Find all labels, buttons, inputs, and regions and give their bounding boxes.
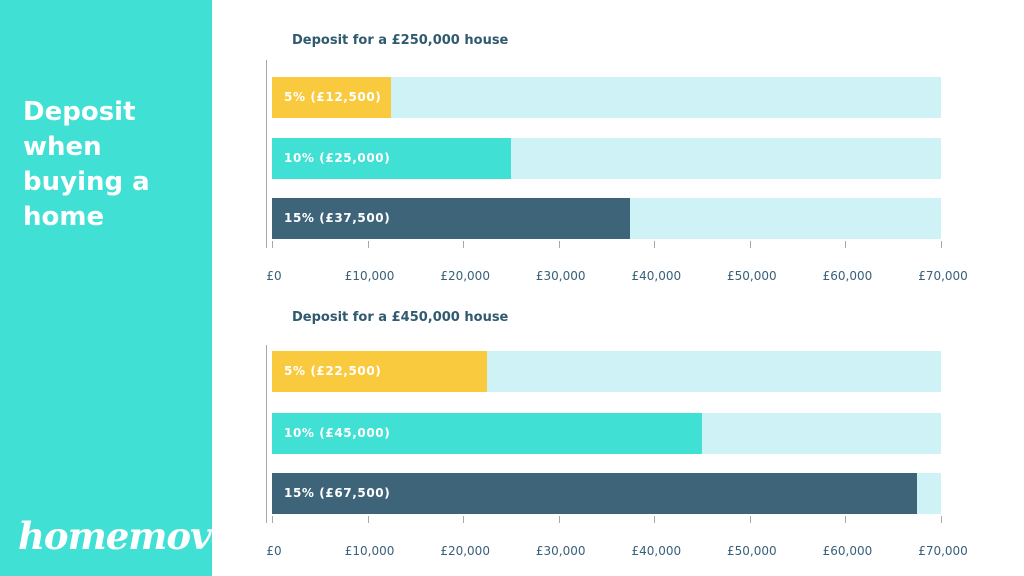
x-tick: [654, 516, 656, 523]
x-tick-label: £70,000: [918, 544, 968, 558]
x-tick-label: £0: [266, 269, 282, 283]
bar-label: 15% (£37,500): [284, 211, 391, 225]
x-tick: [845, 516, 847, 523]
page-title: Deposit when buying a home: [23, 95, 203, 235]
bar-label: 10% (£45,000): [284, 426, 391, 440]
sidebar: Deposit when buying a home homemove: [0, 0, 234, 576]
title-line-4: home: [23, 202, 105, 232]
bar: [272, 138, 511, 179]
bar-label: 5% (£12,500): [284, 90, 382, 104]
x-tick: [272, 516, 273, 523]
x-tick: [749, 241, 751, 248]
bar: [272, 413, 703, 454]
bar: [272, 473, 918, 514]
bar-label: 15% (£67,500): [284, 486, 391, 500]
bar-label: 5% (£22,500): [284, 364, 382, 378]
x-tick: [558, 241, 560, 248]
x-tick-label: £70,000: [918, 269, 968, 283]
bar: [272, 77, 392, 118]
chart-title: Deposit for a £450,000 house: [292, 310, 509, 325]
title-line-2: when: [23, 132, 102, 162]
x-tick-label: £0: [266, 544, 282, 558]
y-axis-line: [266, 345, 267, 523]
homemove-logo: homemove: [18, 514, 234, 558]
x-tick-label: £10,000: [344, 269, 395, 283]
x-tick-label: £50,000: [727, 269, 777, 283]
x-tick-label: £30,000: [535, 269, 586, 283]
bar: [272, 351, 488, 392]
chart-title: Deposit for a £250,000 house: [292, 33, 509, 48]
x-tick: [463, 241, 465, 248]
x-tick: [845, 241, 847, 248]
x-tick: [941, 241, 942, 248]
bar: [272, 198, 631, 239]
x-tick: [367, 241, 369, 248]
x-tick-label: £10,000: [344, 544, 395, 558]
x-tick: [558, 516, 560, 523]
x-tick: [367, 516, 369, 523]
x-tick-label: £20,000: [440, 544, 490, 558]
y-axis-line: [266, 60, 267, 248]
bar-label: 10% (£25,000): [284, 151, 391, 165]
x-tick-label: £40,000: [631, 544, 682, 558]
x-tick-label: £40,000: [631, 269, 682, 283]
x-tick-label: £60,000: [822, 544, 873, 558]
title-line-3: buying a: [23, 167, 150, 197]
x-tick-label: £60,000: [822, 269, 873, 283]
x-tick: [654, 241, 656, 248]
x-tick-label: £30,000: [535, 544, 586, 558]
x-tick-label: £50,000: [727, 544, 777, 558]
x-tick: [463, 516, 465, 523]
title-line-1: Deposit: [23, 97, 136, 127]
x-tick: [272, 241, 273, 248]
x-tick-label: £20,000: [440, 269, 490, 283]
x-tick: [749, 516, 751, 523]
x-tick: [941, 516, 942, 523]
